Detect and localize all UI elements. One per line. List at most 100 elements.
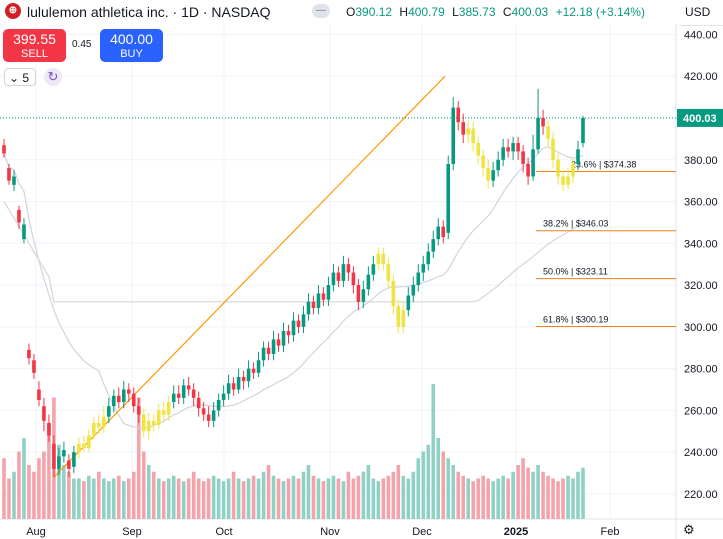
- candle-body: [141, 414, 146, 432]
- volume-bar: [112, 478, 116, 519]
- candle-body: [261, 347, 266, 361]
- volume-bar: [366, 465, 371, 519]
- candle-body: [291, 320, 296, 336]
- time-axis-label: 2025: [504, 526, 528, 538]
- volume-bar: [296, 478, 301, 519]
- candle-body: [196, 397, 201, 409]
- volume-bar: [231, 471, 236, 519]
- price-axis-label: 300.00: [684, 322, 718, 334]
- volume-bar: [87, 475, 91, 519]
- volume-bar: [7, 478, 11, 519]
- candle-body: [216, 399, 221, 411]
- volume-bar: [246, 478, 251, 519]
- candle-body: [27, 349, 31, 359]
- volume-bar: [221, 481, 226, 519]
- buy-button[interactable]: 400.00 BUY: [100, 29, 163, 62]
- candle-body: [341, 264, 346, 281]
- currency-selector[interactable]: USD: [679, 0, 723, 26]
- close-label: C: [502, 5, 512, 19]
- volume-bar: [506, 478, 510, 519]
- volume-bar: [451, 465, 456, 519]
- candle-body: [346, 264, 351, 273]
- candle-body: [396, 305, 401, 327]
- volume-bar: [47, 424, 51, 519]
- candle-body: [441, 226, 446, 238]
- price-axis-label: 440.00: [684, 29, 718, 41]
- candle-body: [266, 347, 271, 354]
- volume-bar: [291, 475, 296, 519]
- candle-body: [501, 147, 505, 160]
- candle-body: [286, 331, 291, 336]
- volume-bar: [271, 475, 276, 519]
- volume-bar: [236, 478, 241, 519]
- candle-body: [321, 293, 326, 300]
- candle-body: [326, 285, 331, 300]
- candle-body: [451, 107, 456, 164]
- indicators-collapse-button[interactable]: ⌄ 5: [4, 68, 36, 86]
- candle-body: [156, 410, 161, 426]
- candle-body: [386, 264, 391, 281]
- candle-body: [121, 389, 126, 403]
- volume-bar: [286, 478, 291, 519]
- settings-gear-icon[interactable]: ⚙: [683, 522, 695, 537]
- candle-body: [421, 264, 426, 273]
- volume-bar: [326, 478, 331, 519]
- volume-bar: [471, 481, 475, 519]
- price-axis-label: 420.00: [684, 71, 718, 83]
- symbol-title[interactable]: lululemon athletica inc. · 1D · NASDAQ: [27, 4, 271, 20]
- candle-body: [331, 272, 336, 286]
- volume-bar: [301, 471, 306, 519]
- candle-body: [136, 406, 141, 415]
- candle-body: [496, 159, 500, 171]
- volume-bar: [226, 478, 231, 519]
- candle-body: [181, 385, 186, 398]
- volume-bar: [511, 471, 515, 519]
- volume-bar: [117, 475, 121, 519]
- candle-body: [221, 393, 226, 400]
- volume-bar: [446, 458, 451, 519]
- volume-bar: [381, 478, 386, 519]
- volume-bar: [361, 471, 366, 519]
- candle-body: [241, 376, 246, 382]
- volume-bar: [151, 471, 156, 519]
- candle-body: [526, 163, 530, 177]
- candle-body: [311, 301, 316, 309]
- candle-body: [97, 422, 101, 428]
- candle-body: [466, 128, 470, 135]
- volume-bar: [491, 481, 495, 519]
- volume-bar: [102, 478, 106, 519]
- volume-bar: [416, 458, 421, 519]
- time-axis-label: Oct: [215, 526, 232, 538]
- moving-average-20-line: [3, 146, 584, 429]
- candle-body: [406, 295, 411, 311]
- volume-bar: [401, 475, 406, 519]
- hide-eye-icon[interactable]: —: [312, 4, 330, 18]
- candle-body: [481, 155, 485, 169]
- volume-bar: [391, 471, 396, 519]
- candle-body: [541, 117, 545, 127]
- refresh-icon[interactable]: ↻: [44, 68, 62, 86]
- volume-bar: [261, 471, 266, 519]
- candle-body: [381, 253, 386, 265]
- volume-bar: [92, 478, 96, 519]
- volume-bar: [82, 481, 86, 519]
- volume-bar: [461, 475, 466, 519]
- volume-bar: [176, 478, 181, 519]
- volume-bar: [136, 397, 141, 519]
- volume-bar: [481, 475, 485, 519]
- candle-body: [471, 128, 475, 144]
- price-axis-label: 380.00: [684, 155, 718, 167]
- volume-bar: [191, 471, 196, 519]
- candle-body: [366, 274, 371, 290]
- candle-body: [561, 176, 565, 185]
- price-axis-label: 280.00: [684, 364, 718, 376]
- ohlc-readout: O390.12 H400.79 L385.73 C400.03 +12.18 (…: [346, 5, 645, 19]
- price-axis-label: 340.00: [684, 238, 718, 250]
- volume-bar: [556, 481, 560, 519]
- low-label: L: [452, 5, 459, 19]
- sell-button[interactable]: 399.55 SELL: [3, 29, 66, 62]
- volume-bar: [201, 481, 206, 519]
- candle-body: [166, 402, 171, 415]
- volume-bar: [97, 471, 101, 519]
